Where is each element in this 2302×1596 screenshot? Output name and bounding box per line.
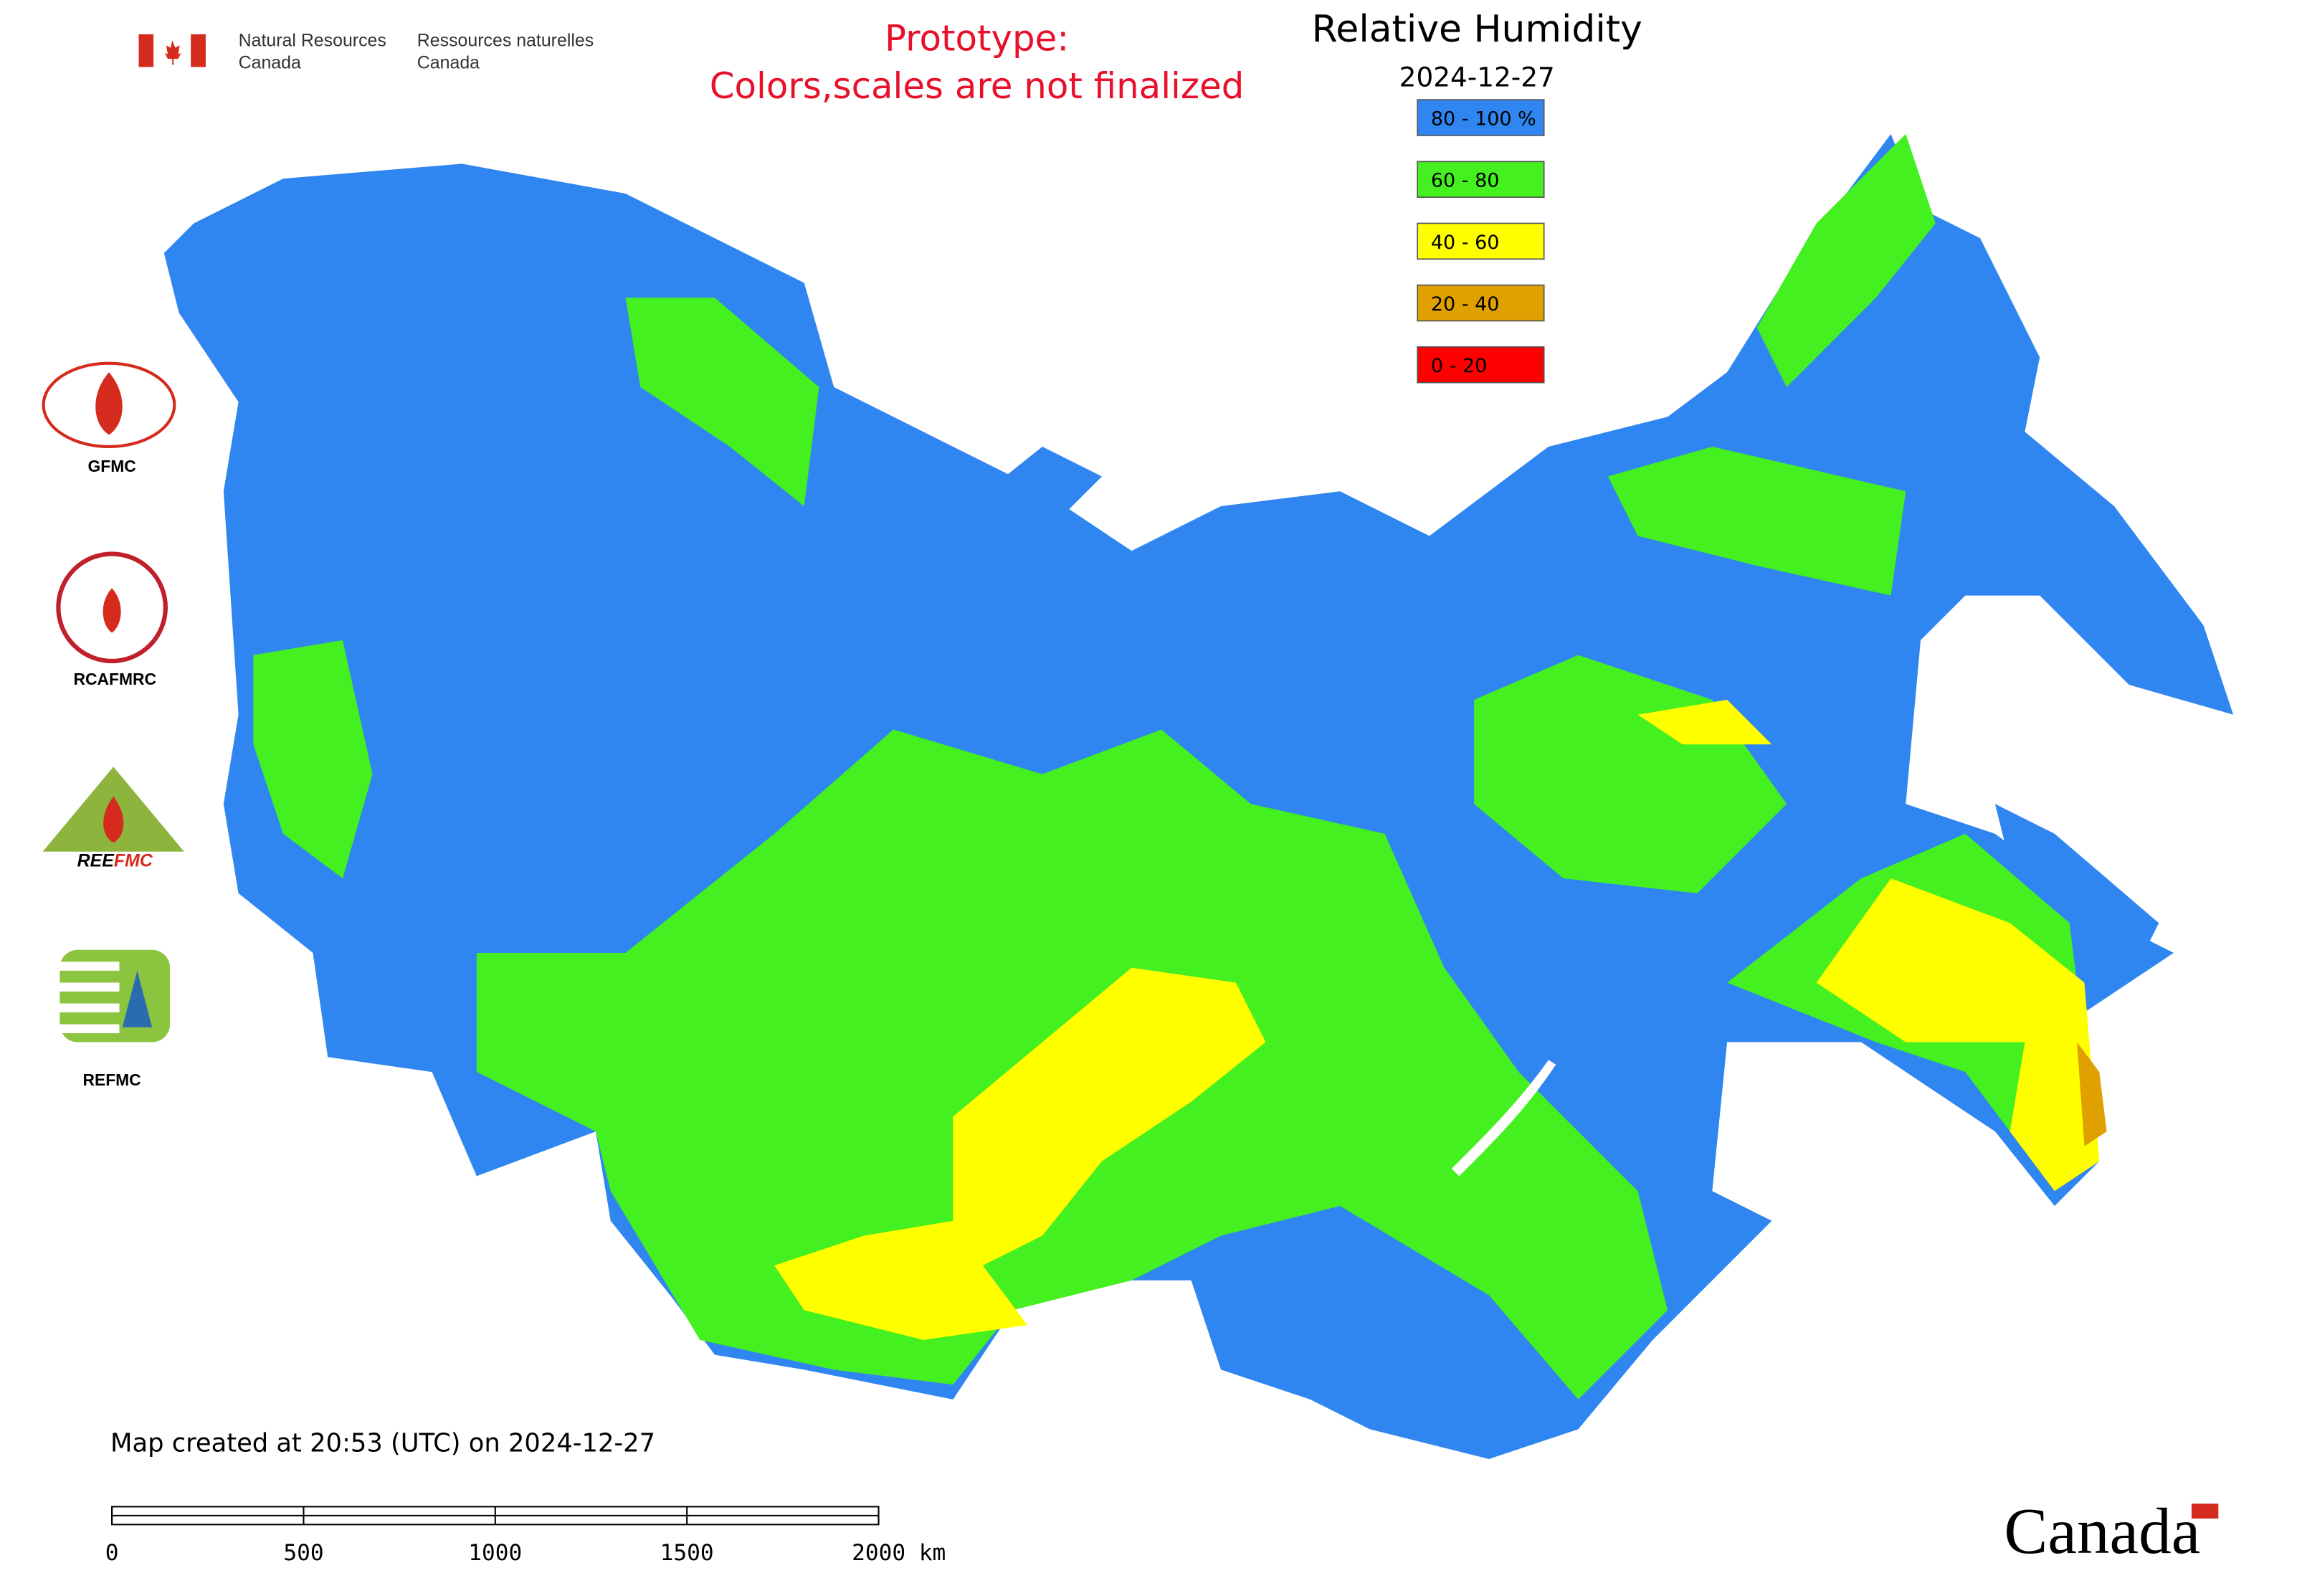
scale-label: 0 bbox=[105, 1540, 119, 1566]
wordmark-flag bbox=[2191, 1504, 2219, 1519]
rcafmrc-logo bbox=[56, 551, 168, 664]
region bbox=[1607, 446, 1906, 596]
legend-label: 0 - 20 bbox=[1431, 355, 1487, 377]
region bbox=[1756, 133, 1936, 387]
legend-swatch bbox=[1417, 99, 1545, 136]
map-date: 2024-12-27 bbox=[1399, 61, 1555, 92]
svg-text:REEFMC: REEFMC bbox=[77, 851, 153, 871]
region bbox=[774, 967, 1266, 1340]
map-title: Relative Humidity bbox=[1312, 8, 1642, 51]
reefmc-logo: REEFMC bbox=[39, 766, 191, 871]
region bbox=[1994, 804, 2159, 953]
scale-label: 1000 bbox=[468, 1540, 522, 1566]
agency-en: Natural Resources bbox=[239, 30, 386, 50]
scale-label: 2000 km bbox=[852, 1540, 946, 1566]
region bbox=[625, 298, 819, 507]
agency-fr: Ressources naturelles bbox=[417, 30, 594, 50]
logo-label: GFMC bbox=[88, 457, 136, 475]
region bbox=[968, 446, 1102, 536]
map-area bbox=[163, 133, 2234, 1459]
region bbox=[253, 640, 373, 879]
legend-swatch bbox=[1417, 161, 1545, 198]
legend-swatch bbox=[1417, 284, 1545, 322]
scale-label: 500 bbox=[283, 1540, 323, 1566]
legend-label: 60 - 80 bbox=[1431, 170, 1500, 192]
legend-label: 20 - 40 bbox=[1431, 293, 1500, 315]
lake-baikal bbox=[1451, 1060, 1556, 1177]
scale-bar: 0 500 1000 1500 2000 km bbox=[105, 1506, 946, 1566]
legend-label: 80 - 100 % bbox=[1431, 108, 1536, 130]
agency-fr: Canada bbox=[417, 53, 480, 73]
legend: 80 - 100 % 60 - 80 40 - 60 20 - 40 0 - 20 bbox=[1417, 99, 1545, 384]
gfmc-logo bbox=[42, 361, 176, 449]
legend-label: 40 - 60 bbox=[1431, 232, 1500, 254]
agency-en: Canada bbox=[239, 53, 301, 73]
logo-label: REFMC bbox=[83, 1070, 141, 1089]
refmc-logo bbox=[60, 949, 171, 1042]
legend-swatch bbox=[1417, 346, 1545, 384]
canada-wordmark: Canada bbox=[2004, 1495, 2200, 1567]
prototype-notice: Colors,scales are not finalized bbox=[710, 65, 1245, 107]
scale-label: 1500 bbox=[660, 1540, 714, 1566]
fip-logo bbox=[138, 34, 206, 67]
created-note: Map created at 20:53 (UTC) on 2024-12-27 bbox=[110, 1429, 655, 1458]
legend-swatch bbox=[1417, 222, 1545, 260]
region bbox=[2077, 1042, 2107, 1146]
logo-label: RCAFMRC bbox=[74, 670, 156, 688]
region bbox=[1816, 878, 2100, 1192]
prototype-notice: Prototype: bbox=[885, 18, 1069, 60]
